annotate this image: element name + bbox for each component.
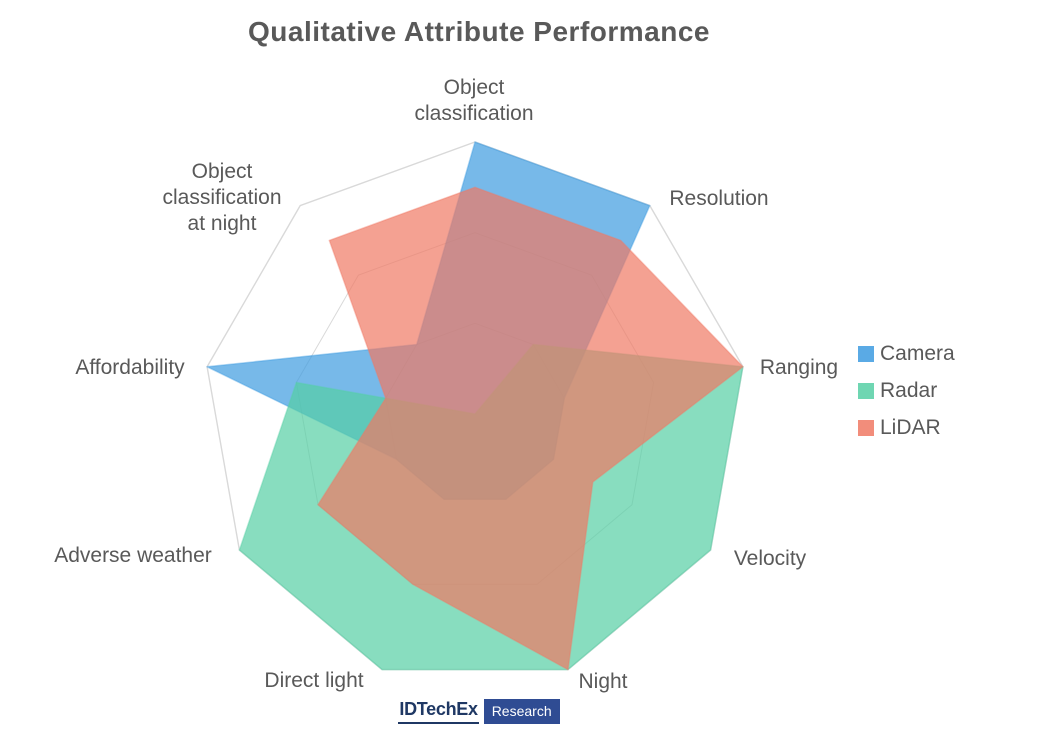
axis-label-resolution: Resolution bbox=[669, 187, 769, 210]
legend-item-lidar: LiDAR bbox=[858, 414, 955, 441]
legend-swatch-camera bbox=[858, 345, 874, 362]
axis-label-adverse-weather: Adverse weather bbox=[54, 544, 212, 567]
axis-label-affordability: Affordability bbox=[75, 356, 185, 379]
axis-label-object-classification-at-night: Object classification at night bbox=[162, 160, 282, 235]
legend-item-camera: Camera bbox=[858, 340, 955, 367]
chart-title: Qualitative Attribute Performance bbox=[247, 16, 710, 47]
brand-logo-sub: Research bbox=[483, 699, 560, 724]
axis-label-object-classification: Object classification bbox=[414, 76, 534, 125]
axis-label-direct-light: Direct light bbox=[264, 669, 364, 692]
legend-label-lidar: LiDAR bbox=[880, 415, 941, 439]
series-polygon-lidar bbox=[317, 186, 744, 671]
series-polygons bbox=[206, 141, 744, 671]
legend-swatch-radar bbox=[858, 382, 874, 399]
legend-label-camera: Camera bbox=[880, 341, 955, 365]
footer-logo: IDTechEx Research bbox=[0, 699, 958, 724]
legend-swatch-lidar bbox=[858, 419, 874, 436]
legend: Camera Radar LiDAR bbox=[858, 340, 955, 451]
legend-item-radar: Radar bbox=[858, 377, 955, 404]
legend-label-radar: Radar bbox=[880, 378, 938, 402]
axis-label-night: Night bbox=[578, 670, 628, 693]
axis-label-ranging: Ranging bbox=[759, 356, 839, 379]
axis-label-velocity: Velocity bbox=[733, 547, 807, 570]
brand-logo-text: IDTechEx bbox=[398, 699, 479, 724]
